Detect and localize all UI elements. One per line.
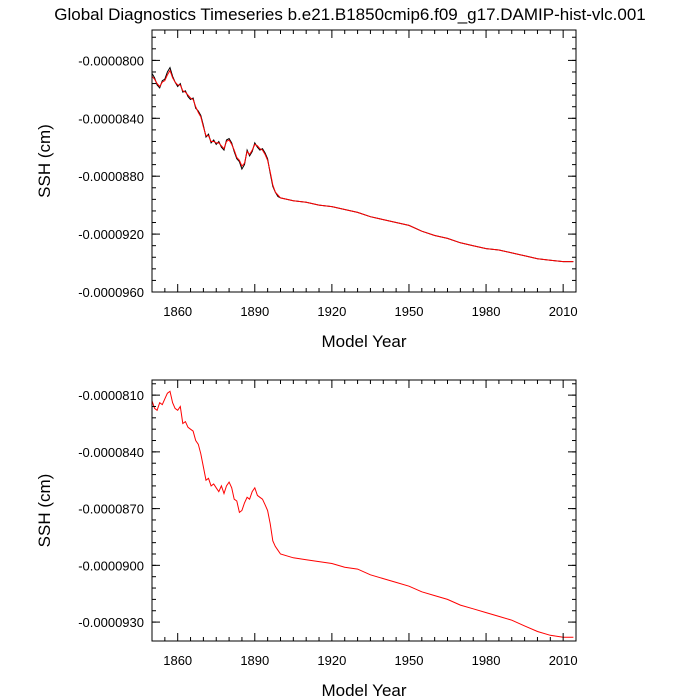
plot-frame (151, 379, 577, 642)
bottom-panel: 1860 1890 1920 1950 1980 2010 -0.0000810 -0.000… (35, 379, 578, 700)
x-tick-label: 1860 (163, 653, 192, 668)
y-tick-label: -0.0000880 (78, 169, 144, 184)
plot-frame (151, 29, 577, 293)
y-axis-label: SSH (cm) (35, 474, 54, 548)
y-tick-label: -0.0000810 (78, 388, 144, 403)
x-tick-label: 2010 (549, 304, 578, 319)
y-tick-label: -0.0000800 (78, 53, 144, 68)
x-tick-label: 1950 (395, 653, 424, 668)
figure-title: Global Diagnostics Timeseries b.e21.B185… (54, 5, 646, 24)
x-tick-label: 1980 (472, 653, 501, 668)
x-tick-label: 1980 (472, 304, 501, 319)
series-line-1 (152, 66, 574, 263)
y-tick-label: -0.0000840 (78, 111, 144, 126)
x-tick-label: 1890 (240, 653, 269, 668)
x-tick-label: 1920 (317, 304, 346, 319)
x-tick-label: 2010 (549, 653, 578, 668)
top-panel: 1860 1890 1920 1950 1980 2010 -0.0000800 -0.000… (35, 29, 578, 351)
x-axis-label: Model Year (321, 681, 406, 700)
y-tick-label: -0.0000900 (78, 558, 144, 573)
x-tick-label: 1890 (240, 304, 269, 319)
y-tick-label: -0.0000930 (78, 615, 144, 630)
x-tick-label: 1920 (317, 653, 346, 668)
y-tick-label: -0.0000870 (78, 502, 144, 517)
y-tick-label: -0.0000920 (78, 227, 144, 242)
series-line-1 (152, 390, 574, 638)
x-tick-label: 1860 (163, 304, 192, 319)
x-axis-label: Model Year (321, 332, 406, 351)
y-axis-label: SSH (cm) (35, 124, 54, 198)
y-tick-label: -0.0000840 (78, 445, 144, 460)
series-line-2 (152, 69, 574, 263)
x-tick-label: 1950 (395, 304, 424, 319)
y-tick-label: -0.0000960 (78, 285, 144, 300)
